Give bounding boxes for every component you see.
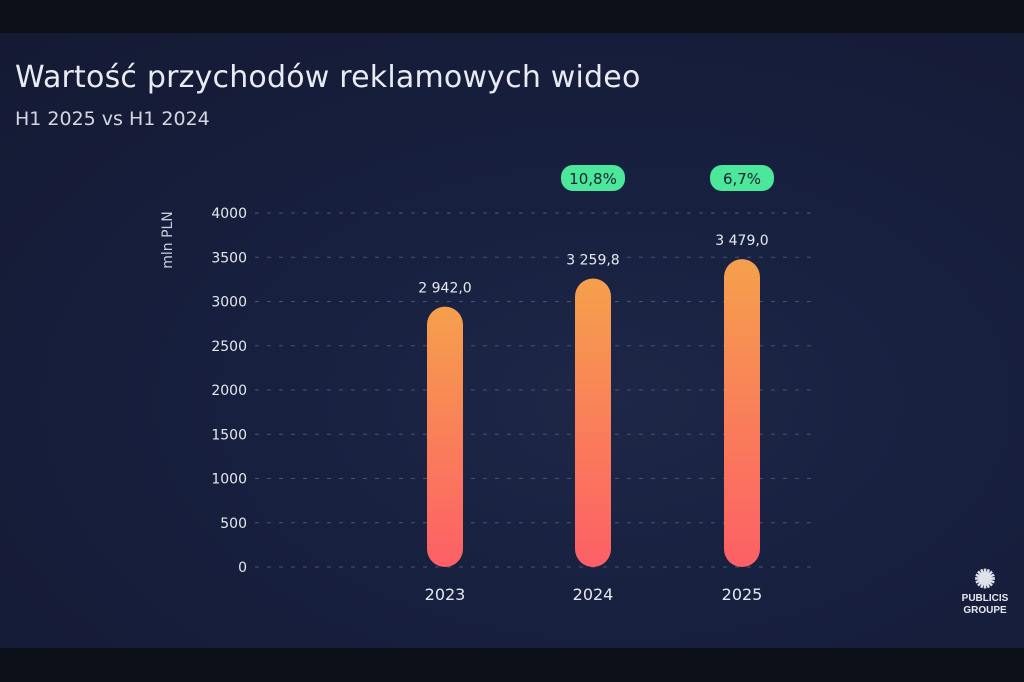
- chart-title: Wartość przychodów reklamowych wideo: [15, 60, 641, 95]
- y-tick-label: 500: [220, 516, 247, 532]
- x-tick-label: 2023: [425, 585, 466, 604]
- logo-line2: GROUPE: [963, 605, 1007, 616]
- y-tick-label: 1500: [211, 427, 247, 443]
- y-axis-label: mln PLN: [160, 211, 176, 269]
- bar-2023: [427, 306, 463, 567]
- growth-badge: [561, 165, 625, 191]
- x-tick-label: 2024: [573, 585, 614, 604]
- logo-line1: PUBLICIS: [961, 593, 1009, 604]
- growth-badge-label: 10,8%: [569, 170, 617, 188]
- bar-2025: [724, 259, 760, 567]
- top-band: [0, 0, 1024, 33]
- data-label: 3 479,0: [715, 233, 768, 249]
- y-tick-label: 3500: [211, 250, 247, 266]
- y-tick-label: 1000: [211, 472, 247, 488]
- bottom-band: [0, 648, 1024, 682]
- data-label: 2 942,0: [418, 281, 471, 297]
- growth-badge-label: 6,7%: [723, 170, 761, 188]
- data-label: 3 259,8: [566, 253, 619, 269]
- chart-subtitle: H1 2025 vs H1 2024: [15, 108, 210, 130]
- y-tick-label: 4000: [211, 206, 247, 222]
- x-tick-label: 2025: [722, 585, 763, 604]
- y-tick-label: 2500: [211, 339, 247, 355]
- bar-2024: [575, 278, 611, 567]
- lion-sun-icon: ✺: [974, 564, 996, 594]
- y-tick-label: 3000: [211, 295, 247, 311]
- y-tick-label: 0: [238, 560, 247, 576]
- growth-badge: [710, 165, 774, 191]
- slide-background: [0, 33, 1024, 648]
- publicis-groupe-logo: ✺ PUBLICIS GROUPE: [950, 565, 1020, 617]
- y-tick-label: 2000: [211, 383, 247, 399]
